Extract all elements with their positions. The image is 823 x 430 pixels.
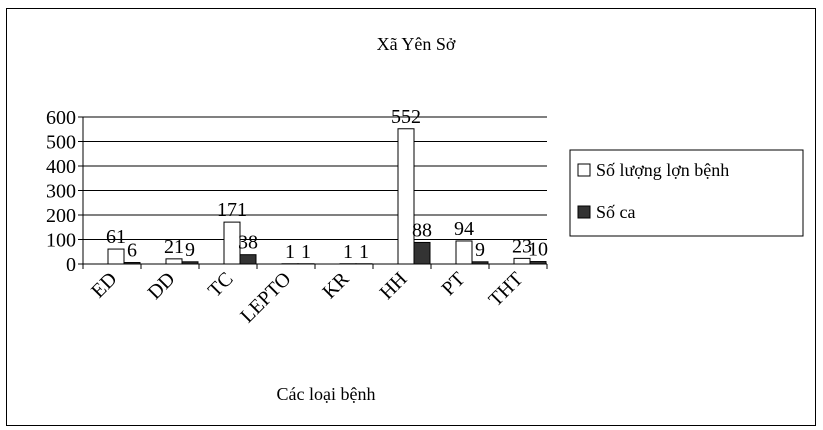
x-tick-label: PT — [437, 268, 469, 300]
data-label: 552 — [391, 106, 421, 128]
data-label: 61 — [106, 226, 126, 248]
bar-so-ca — [471, 261, 489, 265]
x-axis-title: Các loại bệnh — [277, 384, 376, 404]
x-tick-label: HH — [376, 268, 412, 304]
data-label: 1 — [359, 241, 369, 263]
bar-so-ca — [529, 261, 547, 265]
legend-swatch — [577, 205, 591, 219]
bar-so-luong-lon-benh — [455, 240, 473, 265]
y-tick-label: 300 — [46, 181, 76, 203]
y-tick-label: 600 — [46, 107, 76, 129]
x-tick-label: DD — [144, 268, 180, 304]
bar-so-luong-lon-benh — [223, 221, 241, 265]
x-tick-label: ED — [87, 268, 121, 302]
bar-so-ca — [181, 261, 199, 265]
data-label: 88 — [412, 219, 432, 241]
y-tick-label: 0 — [66, 254, 76, 276]
data-label: 9 — [475, 239, 485, 261]
bar-so-ca — [413, 241, 431, 265]
legend-label: Số lượng lợn bệnh — [596, 160, 729, 180]
data-label: 1 — [343, 241, 353, 263]
bar-so-ca — [239, 254, 257, 265]
data-label: 9 — [185, 239, 195, 261]
data-label: 1 — [285, 241, 295, 263]
data-label: 6 — [127, 240, 137, 262]
legend-box — [569, 149, 804, 237]
bar-so-ca — [123, 262, 141, 265]
data-label: 10 — [528, 239, 548, 261]
legend-swatch — [577, 163, 591, 177]
x-tick-label: LEPTO — [236, 268, 295, 327]
data-label: 1 — [301, 241, 311, 263]
y-tick-label: 100 — [46, 230, 76, 252]
bar-so-luong-lon-benh — [165, 258, 183, 265]
y-tick-label: 200 — [46, 205, 76, 227]
chart-title: Xã Yên Sở — [377, 34, 456, 54]
bar-so-luong-lon-benh — [397, 128, 415, 265]
data-label: 171 — [217, 199, 247, 221]
data-label: 38 — [238, 232, 258, 254]
data-label: 23 — [512, 235, 532, 257]
legend-label: Số ca — [596, 202, 636, 222]
bar-so-luong-lon-benh — [107, 248, 125, 265]
data-label: 21 — [164, 236, 184, 258]
x-tick-label: KR — [318, 268, 354, 304]
y-tick-label: 400 — [46, 156, 76, 178]
y-tick-label: 500 — [46, 132, 76, 154]
data-label: 94 — [454, 218, 474, 240]
x-tick-label: TC — [204, 268, 238, 302]
x-tick-label: THT — [484, 268, 527, 311]
